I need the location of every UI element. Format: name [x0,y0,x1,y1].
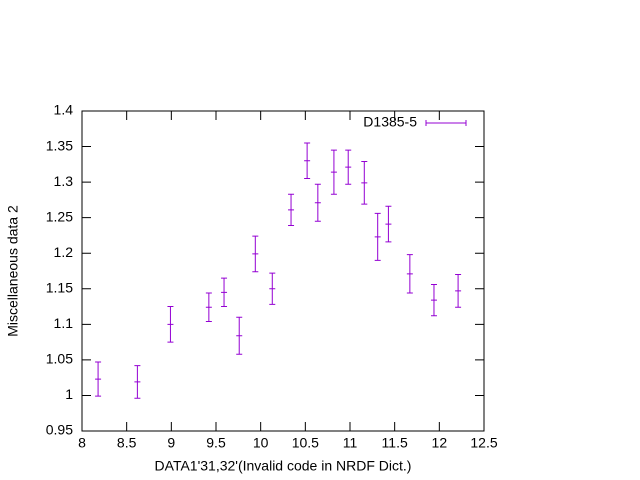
y-tick-label: 1.1 [54,315,74,331]
legend-swatch [425,120,467,126]
y-tick-label: 1.4 [54,102,74,118]
x-tick-label: 11 [343,435,358,451]
x-tick-label: 8 [78,435,86,451]
error-bar [345,149,352,185]
error-bar [269,272,276,305]
error-bar [304,142,311,180]
plot-border [81,110,485,432]
error-bar [252,235,259,273]
x-tick-label: 8.5 [117,435,137,451]
y-tick-label: 0.95 [46,422,73,438]
error-bar [455,274,462,308]
error-bar [288,193,295,226]
x-tick-label: 12 [432,435,448,451]
x-tick-label: 10.5 [292,435,319,451]
error-bar [167,306,174,343]
y-tick-label: 1.35 [46,137,73,153]
error-bar [134,365,141,399]
x-tick-label: 11.5 [382,435,408,451]
error-bar [406,254,413,294]
x-tick-label: 9 [167,435,175,451]
y-tick-label: 1.2 [54,244,74,260]
y-tick-label: 1 [65,386,73,402]
y-tick-label: 1.15 [46,279,73,295]
y-tick-label: 1.05 [46,351,73,367]
error-bar [205,292,212,322]
error-bar [314,183,321,222]
error-bar [95,361,102,397]
x-tick-label: 12.5 [470,435,497,451]
y-tick-label: 1.25 [46,208,73,224]
error-bar [236,316,243,355]
error-bar [385,205,392,243]
x-tick-label: 10 [253,435,269,451]
y-axis-label: Miscellaneous data 2 [5,205,21,337]
error-bar [221,277,228,308]
error-bar [430,284,437,317]
error-bar [330,149,337,195]
legend-label: D1385-5 [363,114,417,130]
x-tick-label: 9.5 [206,435,226,451]
error-bar [361,160,368,205]
y-tick-label: 1.3 [54,173,74,189]
error-bar [374,212,381,261]
x-axis-label: DATA1'31,32'(Invalid code in NRDF Dict.) [155,458,412,474]
